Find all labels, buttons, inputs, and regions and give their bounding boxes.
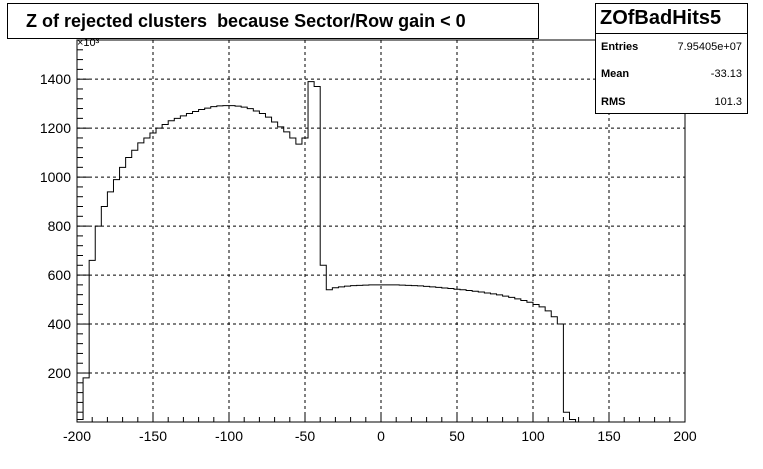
y-tick-label: 1000 [40,169,71,185]
title-box: Z of rejected clusters because Sector/Ro… [7,3,539,39]
y-tick-label: 600 [48,267,72,283]
x-tick-label: -150 [139,428,167,444]
x-tick-label: 100 [521,428,545,444]
x-tick-label: 0 [377,428,385,444]
y-tick-label: 1200 [40,120,71,136]
stats-label: Mean [601,68,630,80]
chart-title: Z of rejected clusters because Sector/Ro… [26,10,466,31]
stats-box: ZOfBadHits5 Entries 7.95405e+07 Mean -33… [595,3,748,114]
stats-value: 101.3 [714,96,742,108]
stats-row-entries: Entries 7.95405e+07 [596,34,747,60]
stats-label: Entries [601,41,639,53]
y-tick-label: 1400 [40,71,71,87]
stats-value: -33.13 [710,68,742,80]
histogram-line [76,81,577,422]
x-tick-label: -200 [63,428,91,444]
stats-value: 7.95405e+07 [677,41,742,53]
axis-ticks [76,39,686,422]
x-tick-label: -50 [295,428,315,444]
stats-row-mean: Mean -33.13 [596,61,747,87]
y-tick-label: 800 [48,218,72,234]
x-tick-label: 200 [673,428,697,444]
x-tick-label: -100 [215,428,243,444]
tick-labels: -200 -150 -100 -50 0 50 100 150 200 200 400 600 800 1… [40,71,697,444]
stats-label: RMS [601,96,626,108]
stats-name: ZOfBadHits5 [596,4,747,34]
x-tick-label: 50 [449,428,465,444]
y-tick-label: 400 [48,316,72,332]
y-tick-label: 200 [48,365,72,381]
stats-row-rms: RMS 101.3 [596,89,747,115]
grid-lines [77,40,685,422]
y-exponent-label: ×10³ [77,37,100,49]
x-tick-label: 150 [597,428,621,444]
